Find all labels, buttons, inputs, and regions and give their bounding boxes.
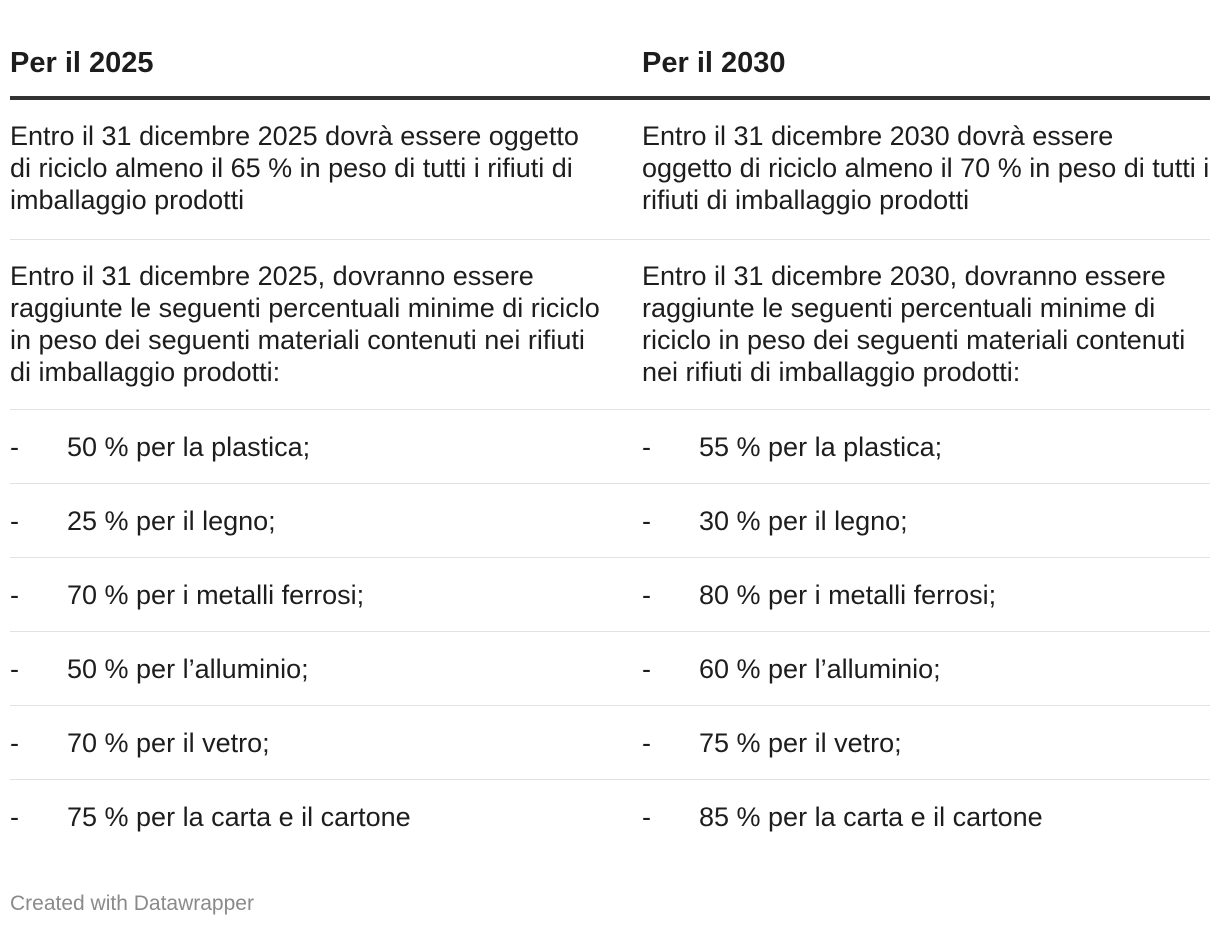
table-row: - 70 % per i metalli ferrosi; - 80 % per… [10,558,1210,632]
item-text: 55 % per la plastica; [699,431,943,462]
table-cell: - 25 % per il legno; [10,484,642,557]
targets-table: Per il 2025 Per il 2030 Entro il 31 dice… [10,0,1210,854]
item-text: 80 % per i metalli ferrosi; [699,579,997,610]
item-text: 30 % per il legno; [699,505,908,536]
item-text: 50 % per la plastica; [67,431,311,462]
table-cell: - 80 % per i metalli ferrosi; [642,558,1210,631]
table-cell: Entro il 31 dicembre 2025 dovrà essere o… [10,121,579,215]
table-cell: Entro il 31 dicembre 2025, dovranno esse… [10,261,600,387]
list-dash: - [642,431,651,462]
table-cell: - 60 % per l’alluminio; [642,632,1210,705]
list-dash: - [10,431,19,462]
table-row: Entro il 31 dicembre 2025, dovranno esse… [10,240,1210,410]
table-cell: - 55 % per la plastica; [642,410,1210,483]
item-text: 50 % per l’alluminio; [67,653,309,684]
list-dash: - [642,653,651,684]
datawrapper-credit: Created with Datawrapper [10,892,254,915]
table-row: - 25 % per il legno; - 30 % per il legno… [10,484,1210,558]
item-text: 60 % per l’alluminio; [699,653,941,684]
item-text: 70 % per il vetro; [67,727,270,758]
list-dash: - [642,579,651,610]
item-text: 85 % per la carta e il cartone [699,802,1043,832]
table-row: - 50 % per la plastica; - 55 % per la pl… [10,410,1210,484]
table-cell: - 70 % per i metalli ferrosi; [10,558,642,631]
table-header: Per il 2025 Per il 2030 [10,0,1210,100]
list-dash: - [10,802,19,832]
item-text: 25 % per il legno; [67,505,276,536]
list-dash: - [10,653,19,684]
column-header-2025: Per il 2025 [10,47,154,79]
table-cell: - 30 % per il legno; [642,484,1210,557]
list-dash: - [642,727,651,758]
list-dash: - [642,802,651,832]
table-row: - 75 % per la carta e il cartone - 85 % … [10,780,1210,854]
list-dash: - [10,579,19,610]
item-text: 75 % per il vetro; [699,727,902,758]
list-dash: - [10,727,19,758]
list-dash: - [10,505,19,536]
table-cell: - 75 % per il vetro; [642,706,1210,779]
table-cell: - 85 % per la carta e il cartone [642,780,1210,854]
table-row: - 70 % per il vetro; - 75 % per il vetro… [10,706,1210,780]
table-cell: - 50 % per la plastica; [10,410,642,483]
table-cell: - 50 % per l’alluminio; [10,632,642,705]
list-dash: - [642,505,651,536]
column-header-2030: Per il 2030 [642,47,786,79]
table-row: - 50 % per l’alluminio; - 60 % per l’all… [10,632,1210,706]
table-cell: - 70 % per il vetro; [10,706,642,779]
table-cell: Entro il 31 dicembre 2030, dovranno esse… [642,261,1186,387]
table-cell: Entro il 31 dicembre 2030 dovrà essere o… [642,121,1210,215]
table-row: Entro il 31 dicembre 2025 dovrà essere o… [10,100,1210,240]
table-cell: - 75 % per la carta e il cartone [10,780,642,854]
item-text: 70 % per i metalli ferrosi; [67,579,365,610]
item-text: 75 % per la carta e il cartone [67,802,411,832]
